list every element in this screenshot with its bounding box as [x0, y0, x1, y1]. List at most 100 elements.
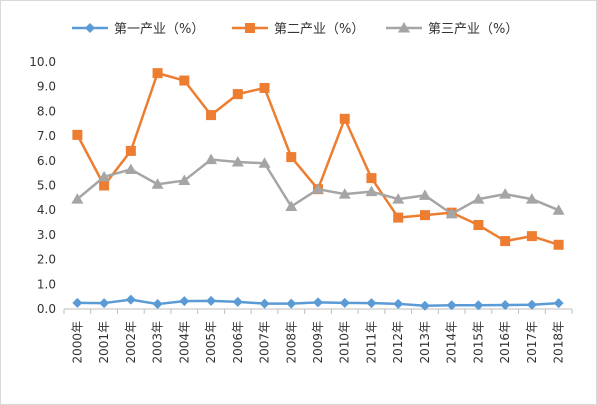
legend-entry-2: 第二产业（%） — [232, 22, 364, 37]
data-point — [179, 75, 190, 86]
data-point — [286, 152, 297, 163]
y-tick-label: 6.0 — [37, 154, 56, 168]
y-tick-label: 5.0 — [37, 179, 56, 193]
data-point — [286, 298, 297, 309]
x-tick-label: 2010年 — [338, 321, 352, 364]
y-tick-label: 4.0 — [37, 203, 56, 217]
legend-marker — [85, 23, 95, 33]
data-point — [338, 188, 351, 199]
data-point — [445, 207, 458, 219]
x-tick-label: 2012年 — [391, 321, 405, 364]
data-point — [446, 300, 457, 311]
legend-marker — [398, 22, 410, 33]
series-line-2 — [76, 71, 560, 246]
x-tick-label: 2018年 — [552, 321, 566, 364]
data-point — [472, 193, 485, 204]
data-point — [339, 113, 350, 124]
data-point — [553, 298, 564, 309]
x-tick-label: 2007年 — [258, 321, 272, 364]
data-point — [152, 299, 163, 310]
data-point — [526, 231, 537, 242]
x-tick-label: 2015年 — [471, 321, 485, 364]
x-tick-label: 2009年 — [311, 321, 325, 364]
x-tick-label: 2002年 — [124, 321, 138, 364]
x-tick-label: 2008年 — [284, 321, 298, 364]
data-point — [365, 185, 378, 197]
data-point — [179, 296, 190, 307]
data-point — [152, 68, 163, 79]
data-point — [499, 188, 512, 199]
x-tick-label: 2017年 — [525, 321, 539, 364]
x-tick-label: 2004年 — [177, 321, 191, 364]
data-point — [366, 298, 377, 309]
legend-label: 第三产业（%） — [428, 22, 518, 37]
data-point — [99, 180, 110, 191]
data-point — [312, 183, 324, 194]
data-point — [525, 193, 538, 204]
data-point — [393, 212, 404, 223]
data-point — [419, 300, 430, 311]
data-point — [232, 296, 243, 307]
y-tick-label: 8.0 — [37, 104, 56, 118]
data-point — [71, 193, 84, 204]
y-tick-label: 0.0 — [37, 302, 56, 316]
legend-entry-3: 第三产业（%） — [386, 22, 518, 37]
x-tick-label: 2000年 — [70, 321, 84, 364]
x-tick-label: 2014年 — [445, 321, 459, 364]
data-point — [473, 220, 484, 231]
series-layer — [71, 68, 565, 311]
x-tick-label: 2006年 — [231, 321, 245, 364]
data-point — [526, 299, 537, 310]
x-tick-label: 2005年 — [204, 321, 218, 364]
data-point — [500, 300, 511, 311]
x-tick-label: 2011年 — [364, 321, 378, 364]
series-1 — [72, 294, 564, 311]
data-point — [259, 298, 270, 309]
x-axis: 2000年 2001年 2002年 2003年 2004年 2005年 2006年 2007年… — [63, 308, 573, 364]
y-tick-label: 9.0 — [37, 80, 56, 94]
data-point — [98, 170, 111, 182]
y-tick-label: 1.0 — [37, 277, 56, 291]
legend-label: 第二产业（%） — [274, 22, 364, 37]
x-tick-label: 2001年 — [97, 321, 111, 364]
data-point — [500, 236, 511, 247]
series-2 — [72, 68, 564, 250]
data-point — [366, 173, 377, 184]
data-point — [232, 89, 243, 100]
data-point — [553, 239, 564, 250]
data-point — [285, 200, 298, 211]
data-point — [392, 193, 405, 204]
data-point — [393, 298, 404, 309]
data-point — [419, 210, 430, 221]
legend: 第一产业（%） 第二产业（%） 第三产业（%） — [72, 22, 518, 37]
y-tick-label: 10.0 — [29, 55, 56, 69]
data-point — [125, 294, 136, 305]
legend-entry-1: 第一产业（%） — [72, 22, 204, 37]
series-3 — [71, 153, 565, 219]
data-point — [206, 110, 217, 121]
y-axis: 0.0 1.0 2.0 3.0 4.0 5.0 6.0 7.0 8.0 9.0 10.0 — [29, 55, 56, 316]
data-point — [178, 174, 191, 186]
data-point — [205, 153, 218, 165]
data-point — [259, 82, 270, 93]
data-point — [151, 178, 164, 189]
data-point — [339, 297, 350, 308]
data-point — [99, 298, 110, 309]
y-tick-label: 2.0 — [37, 253, 56, 267]
data-point — [72, 297, 83, 308]
x-tick-label: 2003年 — [151, 321, 165, 364]
legend-marker — [245, 23, 255, 33]
data-point — [231, 156, 244, 167]
data-point — [124, 163, 137, 174]
x-tick-label: 2016年 — [498, 321, 512, 364]
legend-label: 第一产业（%） — [114, 22, 204, 37]
data-point — [258, 157, 271, 168]
y-tick-label: 3.0 — [37, 228, 56, 242]
y-tick-label: 7.0 — [37, 129, 56, 143]
data-point — [418, 189, 431, 200]
data-point — [125, 145, 136, 156]
data-point — [72, 129, 83, 140]
data-point — [552, 204, 565, 215]
data-point — [473, 300, 484, 311]
